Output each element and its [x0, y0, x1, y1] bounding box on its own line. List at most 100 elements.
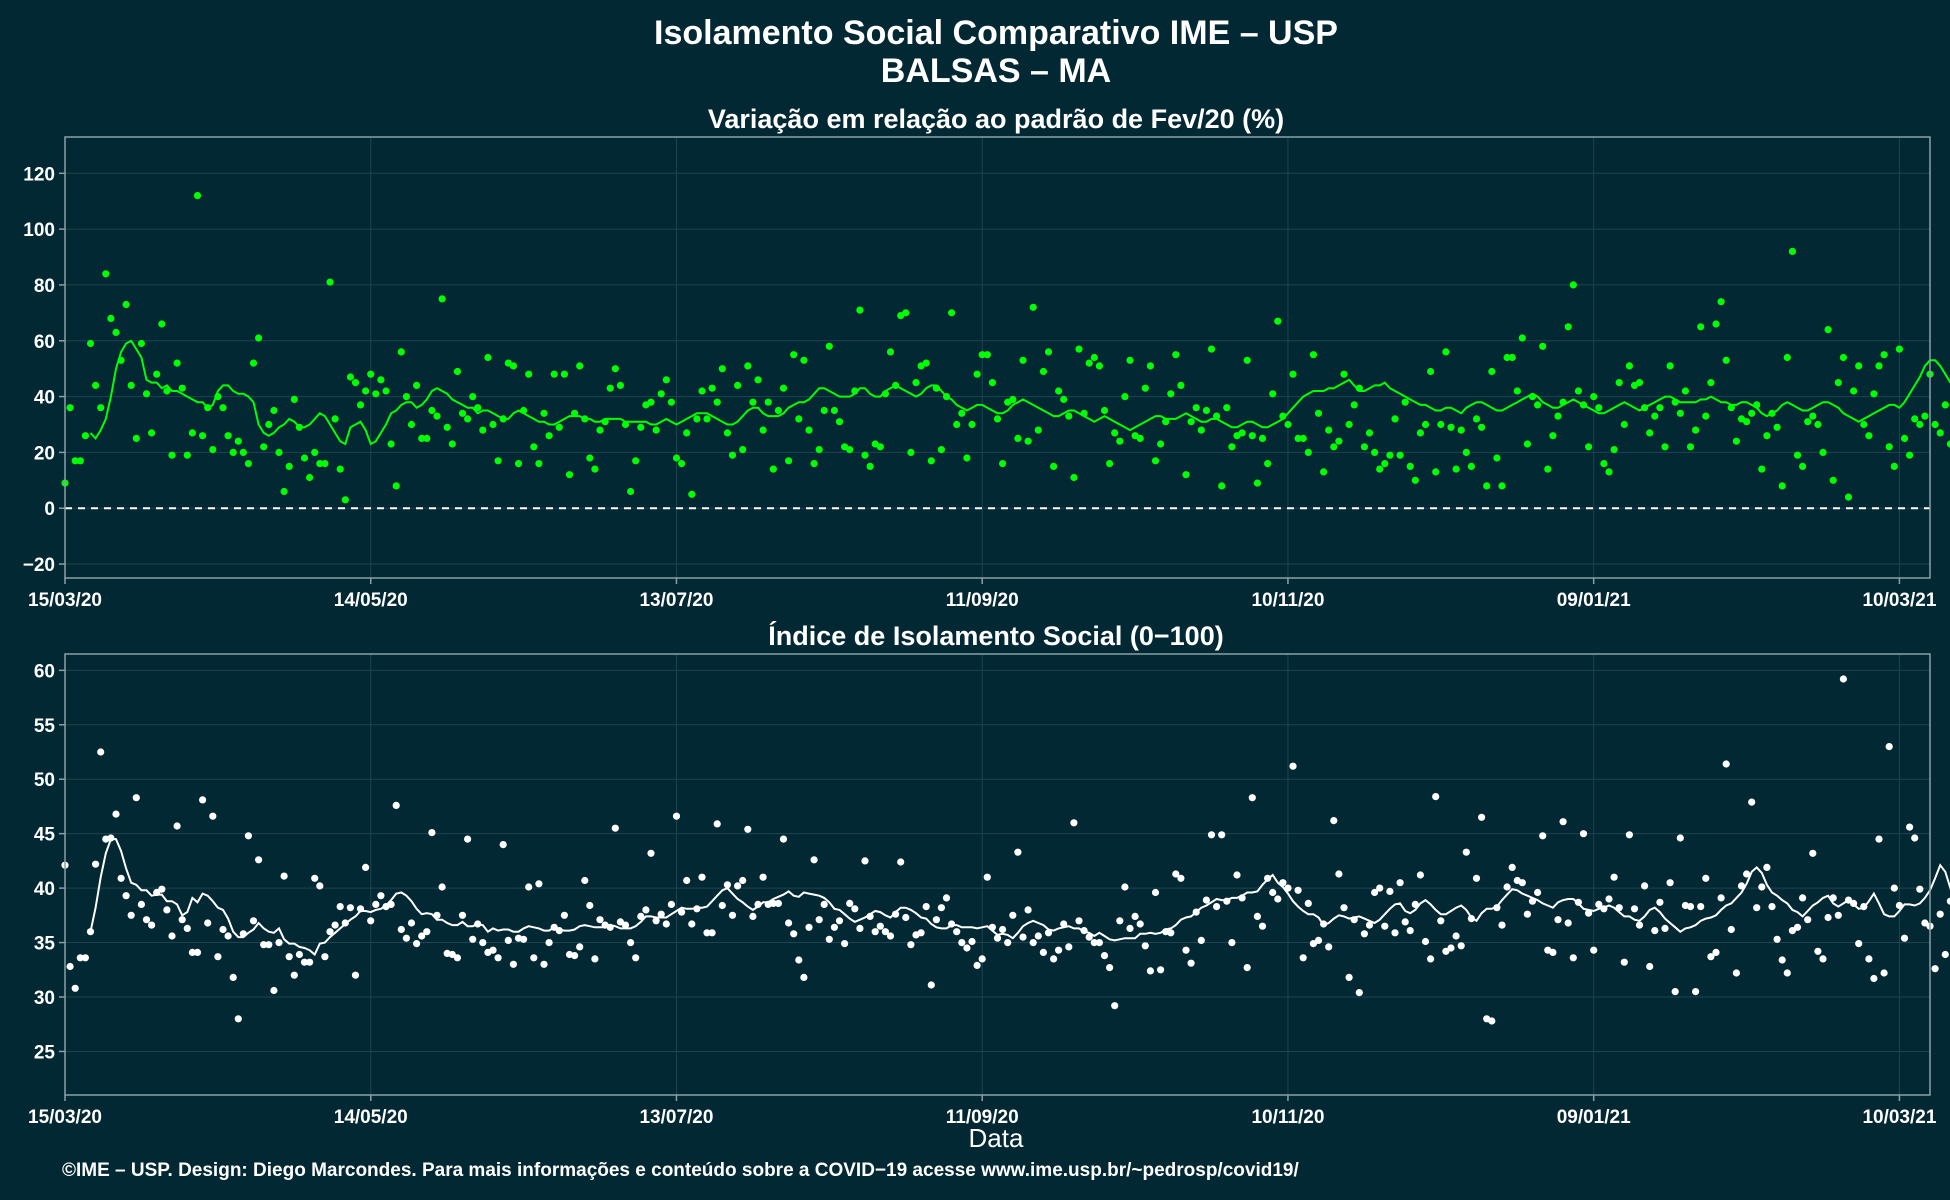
- variation-point: [999, 460, 1007, 468]
- variation-point: [1483, 482, 1491, 490]
- index-point: [825, 935, 833, 943]
- index-point: [652, 917, 660, 925]
- variation-point: [316, 460, 324, 468]
- variation-point: [1467, 462, 1475, 470]
- index-point: [774, 899, 783, 908]
- variation-point: [295, 423, 303, 431]
- index-point: [224, 932, 232, 940]
- index-point: [1768, 903, 1776, 911]
- variation-point: [1085, 359, 1093, 367]
- y-tick-label: 45: [34, 825, 56, 846]
- variation-point: [1534, 401, 1542, 409]
- variation-point: [1213, 412, 1221, 420]
- variation-point: [1335, 437, 1343, 445]
- index-point: [402, 934, 410, 942]
- variation-point: [346, 373, 354, 381]
- index-point: [1029, 939, 1037, 947]
- variation-point: [1355, 384, 1363, 392]
- variation-point: [1111, 429, 1119, 437]
- index-point: [545, 939, 553, 947]
- variation-point: [1294, 434, 1302, 442]
- variation-point: [1523, 440, 1531, 448]
- index-point: [148, 921, 156, 929]
- variation-point: [1641, 404, 1649, 412]
- index-point: [1737, 882, 1746, 890]
- variation-point: [1610, 446, 1618, 454]
- index-point: [693, 905, 701, 913]
- variation-point: [372, 390, 380, 398]
- variation-point: [520, 406, 528, 415]
- index-point: [1243, 964, 1251, 972]
- index-point: [703, 929, 711, 937]
- index-point: [1386, 887, 1394, 896]
- variation-point: [107, 314, 115, 322]
- variation-point: [1620, 420, 1628, 429]
- variation-point: [540, 409, 548, 417]
- index-point: [1641, 882, 1649, 890]
- variation-point: [214, 393, 222, 401]
- variation-point: [830, 406, 839, 415]
- variation-point: [1126, 356, 1134, 364]
- variation-point: [193, 192, 202, 200]
- variation-point: [683, 429, 691, 437]
- variation-point: [1773, 423, 1781, 431]
- index-point: [1376, 884, 1384, 892]
- index-point: [830, 923, 839, 931]
- variation-point: [545, 432, 553, 440]
- variation-point: [611, 365, 619, 373]
- variation-point: [1376, 465, 1384, 473]
- index-point: [275, 939, 283, 947]
- variation-point: [774, 406, 783, 415]
- variation-point: [1024, 437, 1032, 445]
- variation-point: [423, 434, 431, 442]
- variation-point: [525, 370, 533, 378]
- variation-point: [1590, 393, 1598, 401]
- variation-point: [326, 278, 334, 286]
- variation-point: [469, 393, 477, 401]
- index-point: [1824, 913, 1832, 922]
- index-point: [739, 876, 747, 885]
- index-point: [285, 953, 293, 961]
- index-point: [1289, 762, 1297, 770]
- variation-point: [571, 409, 579, 417]
- variation-point: [560, 370, 569, 378]
- variation-point: [1330, 443, 1338, 451]
- index-point: [1778, 956, 1786, 964]
- index-point: [413, 940, 421, 948]
- variation-point: [1121, 393, 1129, 401]
- index-moving-average-line: [89, 838, 1950, 957]
- index-point: [132, 794, 140, 802]
- variation-point: [260, 443, 268, 451]
- variation-point: [1783, 353, 1791, 362]
- variation-point: [336, 465, 344, 473]
- variation-point: [1916, 420, 1924, 429]
- index-point: [458, 911, 467, 919]
- index-y-ticks: 25 30 35 40 45 50 55 60: [34, 661, 65, 1063]
- index-point: [1559, 818, 1567, 826]
- index-point: [1488, 1017, 1496, 1025]
- variation-point: [1748, 409, 1756, 417]
- index-point: [1743, 870, 1751, 878]
- index-point: [377, 892, 385, 900]
- variation-point: [234, 437, 242, 445]
- variation-point: [1717, 298, 1725, 306]
- index-point: [1274, 895, 1282, 903]
- index-point: [876, 922, 884, 930]
- index-point: [1595, 900, 1603, 909]
- index-point: [326, 928, 334, 936]
- index-point: [1712, 948, 1720, 957]
- variation-point: [1136, 434, 1144, 442]
- index-point: [1518, 879, 1526, 887]
- variation-point: [112, 328, 120, 336]
- variation-point: [66, 404, 74, 412]
- variation-point: [1646, 429, 1654, 437]
- index-point: [479, 939, 487, 947]
- variation-point: [596, 426, 604, 434]
- variation-point: [1712, 320, 1720, 328]
- index-point: [856, 924, 864, 933]
- x-tick-label: 14/05/20: [334, 590, 408, 611]
- index-point: [759, 873, 767, 881]
- index-point: [591, 955, 599, 963]
- variation-point: [514, 460, 523, 468]
